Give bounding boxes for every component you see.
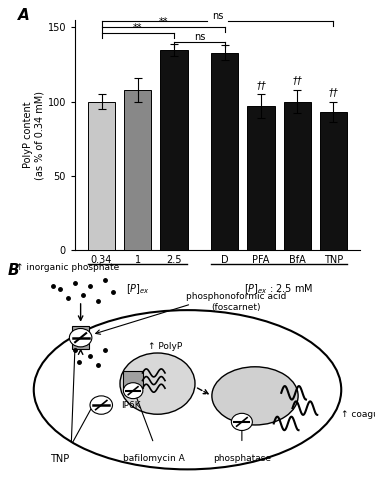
FancyBboxPatch shape: [123, 371, 143, 388]
Circle shape: [120, 353, 195, 414]
Circle shape: [231, 414, 252, 430]
Bar: [320, 112, 347, 250]
Bar: [88, 102, 115, 250]
Circle shape: [69, 328, 92, 347]
Circle shape: [123, 382, 143, 398]
Text: phosphonoformic acid
(foscarnet): phosphonoformic acid (foscarnet): [186, 292, 286, 312]
Text: IP6K: IP6K: [122, 401, 141, 410]
Text: ††: ††: [256, 80, 266, 90]
Text: **: **: [133, 22, 142, 32]
Text: ↑ inorganic phosphate: ↑ inorganic phosphate: [16, 262, 119, 272]
Text: TNP: TNP: [50, 454, 70, 464]
Text: ††: ††: [292, 76, 302, 86]
Text: ns: ns: [212, 10, 223, 20]
Bar: [160, 50, 188, 250]
Text: $[P]_{ex}$ : 2.5 mM: $[P]_{ex}$ : 2.5 mM: [244, 282, 314, 296]
Text: phosphatase: phosphatase: [213, 454, 271, 463]
Text: bafilomycin A: bafilomycin A: [123, 454, 184, 463]
Bar: [124, 90, 152, 250]
Text: ns: ns: [194, 32, 205, 42]
Text: ↑ PolyP: ↑ PolyP: [148, 342, 182, 351]
Text: ††: ††: [328, 87, 338, 97]
Bar: [211, 52, 238, 250]
FancyBboxPatch shape: [72, 326, 89, 349]
Text: A: A: [18, 8, 30, 24]
Bar: [248, 106, 274, 250]
Y-axis label: PolyP content
(as % of 0.34 mM): PolyP content (as % of 0.34 mM): [23, 90, 45, 180]
Text: B: B: [8, 262, 19, 278]
Text: **: **: [158, 16, 168, 26]
Ellipse shape: [212, 367, 298, 425]
Text: ↑ coagulation: ↑ coagulation: [341, 410, 375, 419]
Bar: [284, 102, 311, 250]
Text: $[P]_{ex}$: $[P]_{ex}$: [126, 282, 150, 296]
Circle shape: [90, 396, 112, 414]
